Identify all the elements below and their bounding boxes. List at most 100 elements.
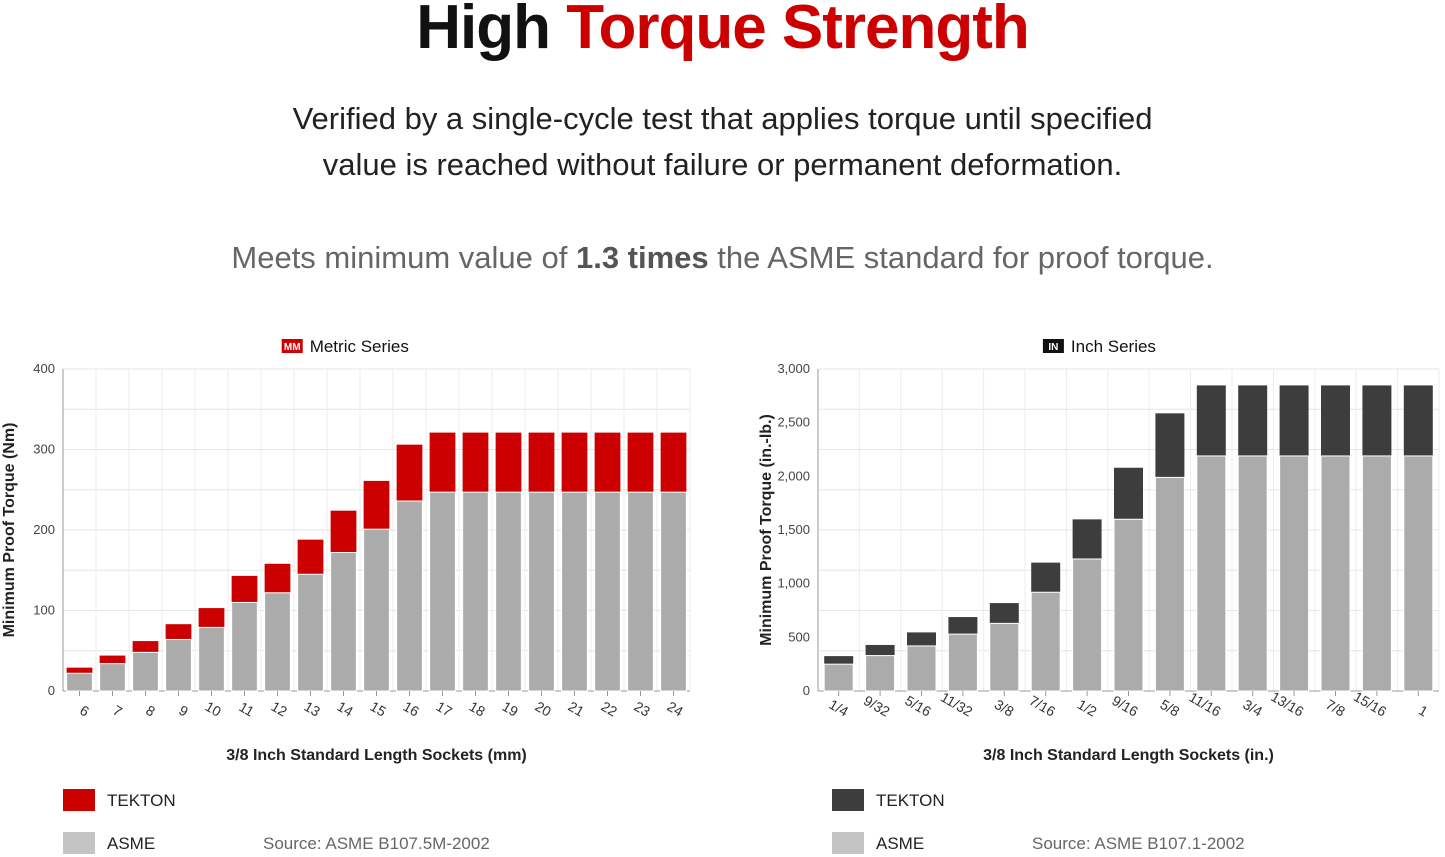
bar-asme xyxy=(66,672,93,692)
bar-asme xyxy=(462,491,489,692)
x-tick-label: 1/2 xyxy=(1075,696,1100,720)
bar-tekton xyxy=(1321,385,1350,456)
x-tick-label: 10 xyxy=(203,698,225,720)
bar-tekton xyxy=(363,480,390,530)
bar-asme xyxy=(1113,518,1144,692)
x-tick-label: 21 xyxy=(566,698,588,720)
x-tick-label: 14 xyxy=(335,698,357,720)
x-tick-label: 11 xyxy=(236,698,257,719)
bar-asme xyxy=(297,573,324,692)
title-black: High xyxy=(416,0,551,62)
bar-tekton xyxy=(132,641,159,653)
legend-swatch-asme xyxy=(63,832,95,854)
x-tick-label: 12 xyxy=(269,698,291,720)
bar-tekton xyxy=(66,667,93,674)
x-tick-label: 9/16 xyxy=(1109,692,1141,720)
bar-tekton xyxy=(528,432,555,493)
bar-tekton xyxy=(948,617,978,635)
bar-asme xyxy=(495,491,522,692)
bar-tekton xyxy=(1196,385,1226,456)
x-tick-label: 7/8 xyxy=(1323,696,1348,720)
bar-asme xyxy=(264,592,291,692)
y-tick-label: 300 xyxy=(33,442,55,457)
bar-asme xyxy=(1320,455,1351,692)
source-note: Source: ASME B107.5M-2002 xyxy=(263,834,490,853)
bar-asme xyxy=(396,500,423,692)
proof-note: Meets minimum value of 1.3 times the ASM… xyxy=(231,240,1214,275)
bar-tekton xyxy=(594,432,621,493)
metric-chart: MM Metric Series 0 100 200 300 400 6 7 8 9 10 11 12 13… xyxy=(1,337,691,854)
series-badge-text: MM xyxy=(284,342,301,353)
y-tick-label: 500 xyxy=(788,629,810,644)
bar-asme xyxy=(1279,455,1310,692)
bar-tekton xyxy=(165,624,192,640)
x-tick-label: 20 xyxy=(533,698,555,720)
y-tick-label: 2,500 xyxy=(777,415,810,430)
bar-tekton xyxy=(824,656,854,665)
subtitle-line-1: Verified by a single-cycle test that app… xyxy=(292,101,1153,136)
bar-asme xyxy=(99,663,126,692)
legend-label-asme: ASME xyxy=(107,834,155,853)
bar-tekton xyxy=(561,432,588,493)
bar-tekton xyxy=(297,539,324,575)
bar-tekton xyxy=(198,608,225,628)
y-tick-label: 2,000 xyxy=(777,468,810,483)
bar-tekton xyxy=(1362,385,1392,456)
bar-asme xyxy=(947,633,978,692)
bar-tekton xyxy=(231,575,258,603)
legend-label-tekton: TEKTON xyxy=(107,791,176,810)
bar-tekton xyxy=(1403,385,1433,456)
y-tick-label: 1,500 xyxy=(777,522,810,537)
x-axis-label: 3/8 Inch Standard Length Sockets (in.) xyxy=(983,747,1274,764)
y-tick-label: 1,000 xyxy=(777,576,810,591)
bar-tekton xyxy=(1238,385,1268,456)
x-tick-label: 1 xyxy=(1416,702,1431,720)
x-tick-label: 9 xyxy=(176,702,191,720)
bar-asme xyxy=(594,491,621,692)
y-tick-label: 100 xyxy=(33,603,55,618)
bar-asme xyxy=(906,645,937,692)
x-tick-label: 7 xyxy=(110,702,125,720)
y-tick-label: 3,000 xyxy=(777,361,810,376)
bar-tekton xyxy=(989,603,1019,624)
x-tick-label: 8 xyxy=(143,702,158,720)
x-tick-label: 11/32 xyxy=(938,689,976,720)
x-axis-label: 3/8 Inch Standard Length Sockets (mm) xyxy=(226,747,527,764)
bar-tekton xyxy=(330,510,357,553)
bar-tekton xyxy=(462,432,489,493)
x-tick-label: 13 xyxy=(302,698,324,720)
x-tick-label: 5/16 xyxy=(902,692,934,720)
bar-asme xyxy=(561,491,588,692)
bar-tekton xyxy=(865,644,895,656)
bar-asme xyxy=(1361,455,1392,692)
bar-tekton xyxy=(1114,467,1143,520)
source-note: Source: ASME B107.1-2002 xyxy=(1032,834,1245,853)
bar-tekton xyxy=(99,655,126,664)
chart-title: Metric Series xyxy=(310,337,409,356)
bar-asme xyxy=(1403,455,1434,692)
y-tick-label: 400 xyxy=(33,361,55,376)
bar-tekton xyxy=(627,432,654,493)
bar-tekton xyxy=(1072,519,1102,559)
y-tick-label: 0 xyxy=(48,683,55,698)
x-tick-label: 5/8 xyxy=(1158,696,1183,720)
x-tick-label: 3/4 xyxy=(1240,696,1265,720)
bar-asme xyxy=(198,626,225,692)
x-tick-label: 15 xyxy=(368,698,390,720)
legend-label-tekton: TEKTON xyxy=(876,791,945,810)
page-title: High Torque Strength xyxy=(0,0,1445,63)
bar-asme xyxy=(165,638,192,692)
bar-asme xyxy=(363,528,390,692)
bar-tekton xyxy=(1279,385,1309,456)
bar-asme xyxy=(132,651,159,692)
bar-asme xyxy=(989,622,1020,692)
bar-tekton xyxy=(907,632,936,646)
x-tick-label: 23 xyxy=(632,698,654,720)
bar-asme xyxy=(231,601,258,692)
bar-asme xyxy=(660,491,687,692)
bar-tekton xyxy=(1031,562,1061,593)
bar-tekton xyxy=(264,563,291,593)
bar-asme xyxy=(823,663,854,692)
bar-tekton xyxy=(495,432,522,493)
series-badge-text: IN xyxy=(1048,342,1058,353)
